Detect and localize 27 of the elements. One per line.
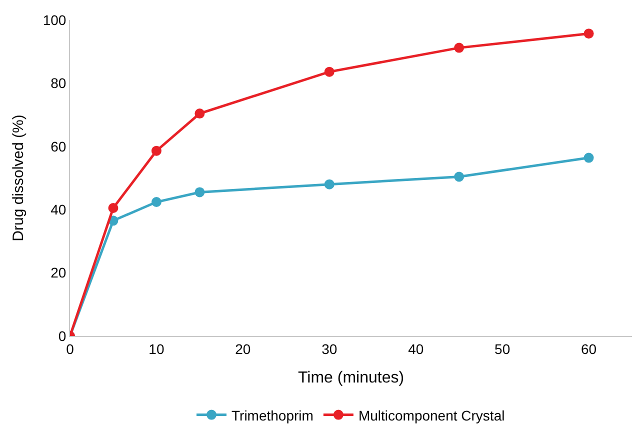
point bbox=[151, 146, 162, 156]
y-axis-title: Drug dissolved (%) bbox=[10, 114, 28, 242]
legend-label: Trimethoprim bbox=[232, 407, 314, 424]
y-tick-label: 60 bbox=[50, 138, 66, 154]
y-tick-label: 40 bbox=[50, 202, 66, 218]
point bbox=[584, 152, 594, 163]
y-tick-label: 100 bbox=[42, 12, 66, 28]
point bbox=[151, 197, 162, 208]
y-tick-label: 0 bbox=[58, 328, 66, 344]
point bbox=[324, 179, 334, 190]
x-tick-label: 40 bbox=[408, 340, 424, 357]
point bbox=[584, 28, 594, 39]
point bbox=[108, 203, 118, 214]
y-tick-label: 20 bbox=[50, 264, 66, 281]
x-tick-label: 20 bbox=[235, 340, 251, 357]
y-tick-label: 80 bbox=[50, 75, 66, 92]
x-tick-label: 60 bbox=[580, 340, 597, 357]
x-tick-label: 10 bbox=[148, 340, 164, 357]
point bbox=[194, 187, 205, 198]
point bbox=[324, 66, 334, 77]
point bbox=[454, 172, 464, 182]
x-axis-title: Time (minutes) bbox=[298, 370, 404, 386]
x-tick-label: 30 bbox=[322, 340, 338, 357]
x-tick-label: 50 bbox=[494, 340, 510, 357]
point bbox=[194, 108, 205, 119]
legend-label: Multicomponent Crystal bbox=[358, 407, 505, 424]
point bbox=[454, 42, 464, 53]
